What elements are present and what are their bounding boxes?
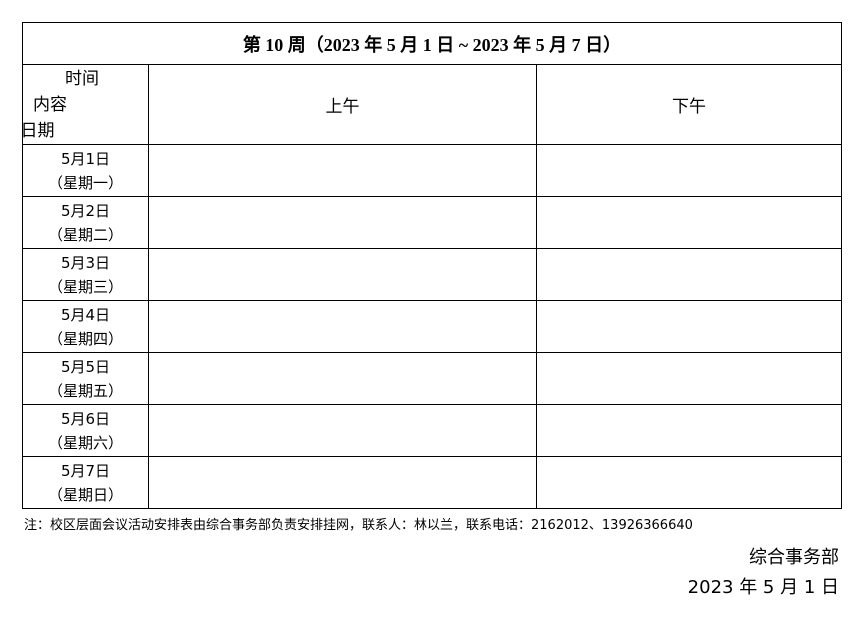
morning-cell bbox=[148, 404, 537, 457]
date-cell: 5月7日 （星期日） bbox=[22, 456, 149, 509]
morning-cell bbox=[148, 352, 537, 405]
afternoon-cell bbox=[536, 248, 842, 301]
weekday-label: （星期一） bbox=[47, 173, 123, 192]
date-label: 5月1日 bbox=[60, 149, 111, 168]
afternoon-cell bbox=[536, 404, 842, 457]
date-label: 5月7日 bbox=[60, 461, 111, 480]
morning-cell bbox=[148, 144, 537, 197]
weekday-label: （星期三） bbox=[47, 277, 123, 296]
date-cell: 5月2日 （星期二） bbox=[22, 196, 149, 249]
date-cell: 5月6日 （星期六） bbox=[22, 404, 149, 457]
date-label: 5月3日 bbox=[60, 253, 111, 272]
weekday-label: （星期五） bbox=[47, 381, 123, 400]
morning-cell bbox=[148, 456, 537, 509]
morning-cell bbox=[148, 300, 537, 353]
table-row: 5月1日 （星期一） bbox=[22, 144, 842, 197]
corner-label-content: 内容 bbox=[33, 94, 67, 115]
afternoon-cell bbox=[536, 300, 842, 353]
table-row: 5月4日 （星期四） bbox=[22, 300, 842, 353]
table-title: 第 10 周（2023 年 5 月 1 日 ~ 2023 年 5 月 7 日） bbox=[22, 22, 842, 65]
date-label: 5月5日 bbox=[60, 357, 111, 376]
header-afternoon: 下午 bbox=[536, 64, 842, 145]
weekday-label: （星期二） bbox=[47, 225, 123, 244]
corner-label-time: 时间 bbox=[65, 68, 99, 89]
schedule-table: 第 10 周（2023 年 5 月 1 日 ~ 2023 年 5 月 7 日） … bbox=[21, 22, 842, 509]
afternoon-cell bbox=[536, 144, 842, 197]
weekday-label: （星期六） bbox=[47, 433, 123, 452]
date-cell: 5月4日 （星期四） bbox=[22, 300, 149, 353]
corner-header-cell: 时间 内容 日期 bbox=[21, 64, 149, 145]
corner-label-date: 日期 bbox=[20, 120, 55, 141]
date-label: 5月2日 bbox=[60, 201, 111, 220]
morning-cell bbox=[148, 248, 537, 301]
afternoon-cell bbox=[536, 196, 842, 249]
afternoon-cell bbox=[536, 352, 842, 405]
table-row: 5月2日 （星期二） bbox=[22, 196, 842, 249]
signature-department: 综合事务部 bbox=[749, 547, 839, 568]
table-row: 5月7日 （星期日） bbox=[22, 456, 842, 509]
date-cell: 5月3日 （星期三） bbox=[22, 248, 149, 301]
weekday-label: （星期日） bbox=[47, 485, 123, 504]
morning-cell bbox=[148, 196, 537, 249]
footnote: 注：校区层面会议活动安排表由综合事务部负责安排挂网，联系人：林以兰，联系电话：2… bbox=[24, 518, 693, 533]
table-row: 5月3日 （星期三） bbox=[22, 248, 842, 301]
header-morning: 上午 bbox=[148, 64, 537, 145]
date-cell: 5月1日 （星期一） bbox=[22, 144, 149, 197]
weekday-label: （星期四） bbox=[47, 329, 123, 348]
afternoon-cell bbox=[536, 456, 842, 509]
table-row: 5月6日 （星期六） bbox=[22, 404, 842, 457]
date-cell: 5月5日 （星期五） bbox=[22, 352, 149, 405]
date-label: 5月6日 bbox=[60, 409, 111, 428]
date-label: 5月4日 bbox=[60, 305, 111, 324]
table-row: 5月5日 （星期五） bbox=[22, 352, 842, 405]
signature-date: 2023 年 5 月 1 日 bbox=[687, 577, 839, 598]
